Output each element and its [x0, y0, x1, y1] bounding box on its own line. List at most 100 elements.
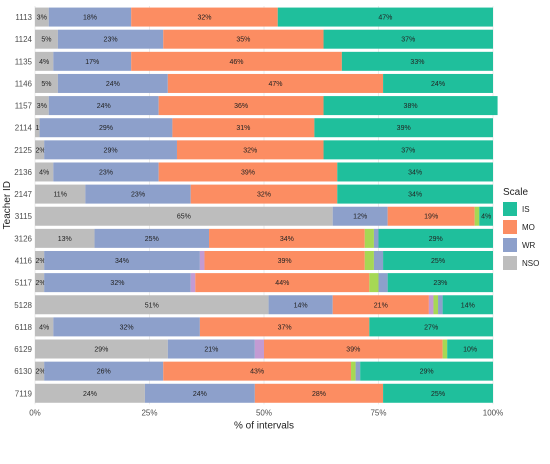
- bar-3126: 13% 25% 34% 29%: [35, 228, 493, 248]
- segment-5117-wr-1: [44, 273, 191, 293]
- segment-label-2147-3: 34%: [408, 192, 422, 199]
- segment-3115-mo-2: [387, 206, 475, 226]
- segment-label-4116-0: 2%: [35, 258, 45, 265]
- segment-5128-wr-1: [268, 295, 333, 315]
- segment-4116-wr-5: [373, 250, 384, 270]
- segment-label-5117-6: 23%: [433, 280, 447, 287]
- bar-1157: 3% 24% 36% 38%: [35, 96, 498, 116]
- x-tick-labels: 0% 25% 50% 75% 100%: [29, 408, 503, 417]
- segment-label-6118-1: 32%: [120, 324, 134, 331]
- segment-3115-wr-1: [332, 206, 388, 226]
- bar-3115: 65% 12% 19% 4%: [35, 206, 493, 226]
- segment-1157-wr-1: [48, 96, 159, 116]
- segment-label-5128-1: 14%: [294, 302, 308, 309]
- segment-label-3115-2: 19%: [424, 214, 438, 221]
- bar-6118: 4% 32% 37% 27%: [35, 317, 493, 337]
- segment-label-6118-3: 27%: [424, 324, 438, 331]
- segment-5117-mo-3: [195, 273, 370, 293]
- segment-label-1124-1: 23%: [104, 37, 118, 44]
- segment-1135-nso-0: [35, 51, 54, 71]
- segment-3126-wr-4: [373, 228, 379, 248]
- segment-3126-green-3: [364, 228, 374, 248]
- x-tick-4: 100%: [483, 408, 503, 417]
- segment-6118-wr-1: [53, 317, 200, 337]
- segment-label-7119-0: 24%: [83, 391, 97, 398]
- segment-label-6129-3: 39%: [346, 347, 360, 354]
- segment-7119-nso-0: [35, 383, 145, 403]
- y-tick-5117: 5117: [15, 279, 33, 288]
- segment-label-2114-1: 29%: [99, 125, 113, 132]
- segment-6118-mo-2: [199, 317, 370, 337]
- segment-4116-mo-3: [204, 250, 365, 270]
- segment-6129-mo-3: [264, 339, 443, 359]
- segment-label-2147-1: 23%: [131, 192, 145, 199]
- grid-lines: [34, 6, 494, 405]
- segment-label-5128-2: 21%: [374, 302, 388, 309]
- segment-6129-is-5: [447, 339, 493, 359]
- bar-6130: 2% 26% 43% 29%: [35, 361, 493, 381]
- segment-6130-wr-4: [355, 361, 361, 381]
- segment-2114-is-3: [314, 118, 493, 138]
- y-tick-6130: 6130: [14, 367, 32, 376]
- segment-6118-is-3: [369, 317, 493, 337]
- segment-1113-nso-0: [35, 7, 49, 27]
- segment-1146-wr-1: [57, 73, 168, 93]
- segment-label-2125-2: 32%: [243, 147, 257, 154]
- segment-5128-purple-3: [428, 295, 434, 315]
- segment-6129-nso-0: [35, 339, 168, 359]
- segment-label-3115-4: 4%: [481, 214, 491, 221]
- segment-3126-nso-0: [35, 228, 95, 248]
- segment-label-2125-3: 37%: [401, 147, 415, 154]
- y-tick-3126: 3126: [14, 234, 32, 243]
- segment-1157-mo-2: [158, 96, 324, 116]
- segment-1124-wr-1: [57, 29, 164, 49]
- segment-label-1124-0: 5%: [41, 37, 51, 44]
- segment-2114-mo-2: [172, 118, 315, 138]
- segment-label-3126-1: 25%: [145, 236, 159, 243]
- legend: Scale IS MO WR NSO: [503, 187, 539, 270]
- x-tick-1: 25%: [141, 408, 157, 417]
- segment-5117-green-4: [369, 273, 379, 293]
- segment-3126-is-5: [378, 228, 493, 248]
- segment-4116-green-4: [364, 250, 374, 270]
- legend-label-wr: WR: [522, 241, 536, 250]
- segment-2147-nso-0: [35, 184, 86, 204]
- segment-1135-is-3: [341, 51, 493, 71]
- segment-label-1135-0: 4%: [39, 59, 49, 66]
- segment-2147-is-3: [337, 184, 493, 204]
- y-tick-2136: 2136: [14, 168, 32, 177]
- y-tick-6129: 6129: [14, 345, 32, 354]
- segment-2125-mo-2: [176, 140, 324, 160]
- legend-label-is: IS: [522, 205, 530, 214]
- segment-label-7119-1: 24%: [193, 391, 207, 398]
- x-tick-0: 0%: [29, 408, 41, 417]
- segment-1124-mo-2: [163, 29, 324, 49]
- legend-swatch-mo: [503, 220, 517, 234]
- bars-layer: 3% 18% 32% 47% 5% 23% 35% 37% 4% 17% 46% 33% 5% 24% 47…: [35, 7, 498, 403]
- segment-label-1124-3: 37%: [401, 37, 415, 44]
- segment-label-1135-3: 33%: [410, 59, 424, 66]
- segment-label-7119-2: 28%: [312, 391, 326, 398]
- segment-1113-wr-1: [48, 7, 132, 27]
- segment-label-2147-2: 32%: [257, 192, 271, 199]
- bar-1146: 5% 24% 47% 24%: [35, 73, 493, 93]
- segment-1113-mo-2: [131, 7, 278, 27]
- legend-swatch-wr: [503, 238, 517, 252]
- legend-swatch-nso: [503, 256, 517, 270]
- segment-5128-green-4: [433, 295, 439, 315]
- legend-swatch-is: [503, 202, 517, 216]
- segment-3115-is-4: [479, 206, 493, 226]
- bar-2125: 2% 29% 32% 37%: [35, 140, 493, 160]
- y-tick-3115: 3115: [15, 212, 33, 221]
- segment-label-6129-0: 29%: [94, 347, 108, 354]
- segment-label-5117-0: 2%: [35, 280, 45, 287]
- segment-label-3126-0: 13%: [58, 236, 72, 243]
- segment-1135-mo-2: [131, 51, 342, 71]
- segment-6130-mo-2: [163, 361, 352, 381]
- segment-2114-nso-0: [35, 118, 40, 138]
- segment-1124-is-3: [323, 29, 493, 49]
- segment-label-3126-5: 29%: [429, 236, 443, 243]
- segment-label-2114-3: 39%: [397, 125, 411, 132]
- segment-6118-nso-0: [35, 317, 54, 337]
